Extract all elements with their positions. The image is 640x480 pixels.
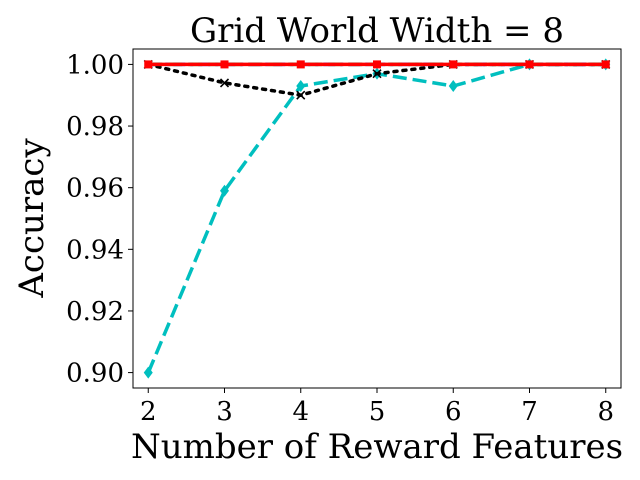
- y-tick-label-4: 0.98: [66, 112, 124, 142]
- series-4-point-4: [449, 60, 458, 69]
- x-tick-label-3: 5: [369, 397, 386, 427]
- chart-title: Grid World Width = 8: [190, 11, 564, 51]
- y-tick-label-2: 0.94: [66, 235, 124, 265]
- x-tick-label-6: 8: [597, 397, 614, 427]
- series-1-point-1: [219, 78, 230, 88]
- y-tick-label-1: 0.92: [66, 297, 124, 327]
- series-1-point-2: [296, 90, 306, 100]
- x-axis-label: Number of Reward Features: [131, 427, 623, 467]
- series-0-point-1: [220, 184, 229, 197]
- y-tick-label-5: 1.00: [66, 50, 124, 80]
- series-4: [144, 60, 610, 69]
- x-tick-label-5: 7: [521, 397, 538, 427]
- series-4-point-5: [525, 60, 534, 69]
- y-axis-label: Accuracy: [12, 138, 52, 299]
- axes: 2 3 4 5 6 7 8 0.90 0.92 0.94 0.96 0.98 1.00: [66, 48, 622, 427]
- x-tick-label-4: 6: [445, 397, 462, 427]
- series-4-point-2: [296, 60, 305, 69]
- series-1-point-3: [372, 69, 382, 79]
- y-tick-label-3: 0.96: [66, 174, 124, 204]
- x-tick-label-0: 2: [140, 397, 157, 427]
- series-4-point-6: [601, 60, 610, 69]
- series-4-point-0: [144, 60, 153, 69]
- y-tick-label-0: 0.90: [66, 359, 124, 389]
- x-tick-label-1: 3: [216, 397, 233, 427]
- series-0-point-4: [448, 79, 458, 92]
- plot-area: [143, 58, 611, 379]
- series-4-point-3: [373, 60, 381, 69]
- series-0-point-0: [143, 366, 153, 379]
- series-0-point-2: [296, 79, 306, 92]
- series-4-point-1: [220, 60, 229, 69]
- x-tick-label-2: 4: [292, 397, 309, 427]
